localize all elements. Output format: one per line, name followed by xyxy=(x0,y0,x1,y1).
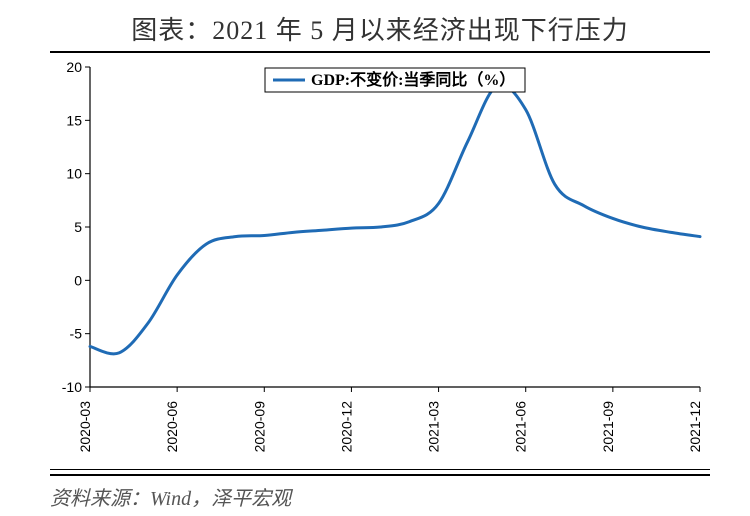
svg-text:2020-06: 2020-06 xyxy=(164,401,180,453)
chart-container: 图表：2021 年 5 月以来经济出现下行压力 -10 -5 0 5 10 15 20 202… xyxy=(0,0,750,516)
svg-text:2020-03: 2020-03 xyxy=(77,401,93,453)
svg-text:20: 20 xyxy=(66,59,82,75)
svg-text:-10: -10 xyxy=(62,379,82,395)
svg-text:2020-09: 2020-09 xyxy=(251,401,267,453)
svg-text:2021-12: 2021-12 xyxy=(687,401,703,453)
chart-title: 图表：2021 年 5 月以来经济出现下行压力 xyxy=(50,10,710,47)
svg-text:5: 5 xyxy=(74,219,82,235)
chart-area: -10 -5 0 5 10 15 20 2020-03 2020-06 2020-09 2020-1… xyxy=(50,57,710,467)
svg-text:15: 15 xyxy=(66,112,82,128)
svg-text:0: 0 xyxy=(74,272,82,288)
source-text: 资料来源：Wind，泽平宏观 xyxy=(50,482,710,511)
svg-text:2021-03: 2021-03 xyxy=(426,401,442,453)
legend-label: GDP:不变价:当季同比（%） xyxy=(311,70,515,89)
svg-text:2021-06: 2021-06 xyxy=(513,401,529,453)
svg-text:2020-12: 2020-12 xyxy=(338,401,354,453)
gdp-line xyxy=(90,85,700,354)
bottom-rule-thin xyxy=(50,469,710,470)
bottom-rule xyxy=(50,474,710,476)
line-chart-svg: -10 -5 0 5 10 15 20 2020-03 2020-06 2020-09 2020-1… xyxy=(50,57,710,467)
svg-text:2021-09: 2021-09 xyxy=(600,401,616,453)
top-rule xyxy=(50,51,710,53)
svg-text:-5: -5 xyxy=(70,326,83,342)
svg-text:10: 10 xyxy=(66,166,82,182)
